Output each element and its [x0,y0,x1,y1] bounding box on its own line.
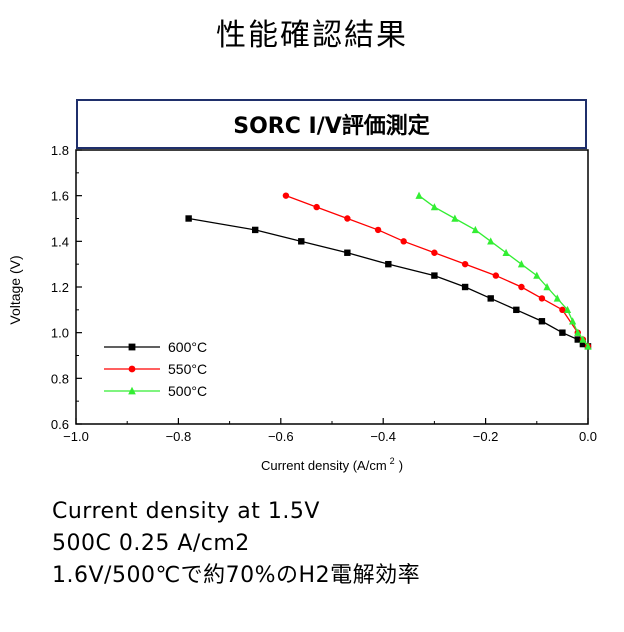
note-line-1: Current density at 1.5V [52,499,320,524]
data-point [584,342,592,350]
data-point [415,191,423,199]
data-point [298,238,305,245]
series-1 [282,192,592,350]
x-tick-label: −0.6 [268,429,294,444]
y-tick-label: 1.4 [51,234,69,249]
data-point [543,283,551,291]
data-point [385,260,392,268]
data-point [431,272,438,279]
plot-frame [75,149,589,425]
data-point [282,192,290,199]
chart-title: SORC I/V評価測定 [76,99,587,149]
legend-marker [128,386,136,395]
data-point [518,283,525,291]
data-point [451,214,459,222]
legend-marker [128,365,136,373]
x-tick-label: −0.2 [473,429,499,444]
series-line [418,195,589,347]
data-point [400,238,407,245]
data-point [430,203,438,211]
y-tick-label: 0.8 [51,371,69,386]
x-axis-label-end: ) [399,458,403,473]
data-point [487,295,494,302]
legend-label: 550°C [168,361,207,377]
note-line-3: 1.6V/500℃で約70%のH2電解効率 [52,563,421,588]
data-point [487,237,495,245]
data-point [569,317,577,325]
series-2 [415,191,592,350]
x-tick-label: 0.0 [579,429,597,444]
y-tick-label: 1.8 [51,143,69,158]
notes: Current density at 1.5V 500C 0.25 A/cm2 … [52,496,420,592]
data-point [579,340,587,348]
x-axis-label: Current density (A/cm 2) [261,456,403,473]
y-tick-label: 1.2 [51,280,69,295]
data-point [517,260,526,268]
series-line [285,195,589,347]
legend-marker [128,343,136,351]
x-tick-label: −0.4 [370,429,396,444]
data-point [538,318,546,325]
y-tick-label: 0.6 [51,417,69,432]
data-point [344,249,351,256]
data-point [461,260,469,268]
data-point [461,283,469,291]
data-point [502,248,510,256]
data-point [574,336,581,343]
data-point [533,271,541,279]
data-point [185,215,192,222]
chart-legend: 600°C 550°C 500°C [104,339,207,399]
data-point [313,203,320,211]
y-tick-label: 1.0 [51,326,69,341]
series-0 [185,215,592,350]
data-point [553,294,561,302]
data-point [574,328,582,336]
legend-entry: 550°C [104,361,207,377]
data-point [374,226,382,234]
data-point [559,329,566,336]
series-line [188,217,589,347]
data-point [252,226,259,234]
chart-axes: −1.0 −0.8 −0.6 −0.4 −0.2 0.0 0.6 0.8 1.0 1.2 1.4 1.… [51,143,597,444]
y-tick-label: 1.6 [51,189,69,204]
chart-series [185,191,592,350]
x-axis-label-superscript: 2 [390,456,395,466]
x-axis-label-main: Current density (A/cm [261,458,387,473]
legend-entry: 500°C [104,383,207,399]
legend-entry: 600°C [104,339,207,355]
data-point [431,249,438,256]
data-point [563,305,572,314]
legend-label: 600°C [168,339,207,355]
x-tick-label: −0.8 [166,429,192,444]
data-point [492,272,500,279]
data-point [579,335,587,343]
x-tick-label: −1.0 [63,429,89,444]
data-point [513,306,520,314]
y-axis-label: Voltage (V) [7,255,23,324]
data-point [471,225,479,234]
note-line-2: 500C 0.25 A/cm2 [52,531,250,556]
page-title: 性能確認結果 [216,18,408,53]
data-point [559,306,566,314]
data-point [344,215,351,222]
legend-label: 500°C [168,383,207,399]
data-point [538,295,546,302]
iv-chart: −1.0 −0.8 −0.6 −0.4 −0.2 0.0 0.6 0.8 1.0 1.2 1.4 1.… [7,143,597,473]
